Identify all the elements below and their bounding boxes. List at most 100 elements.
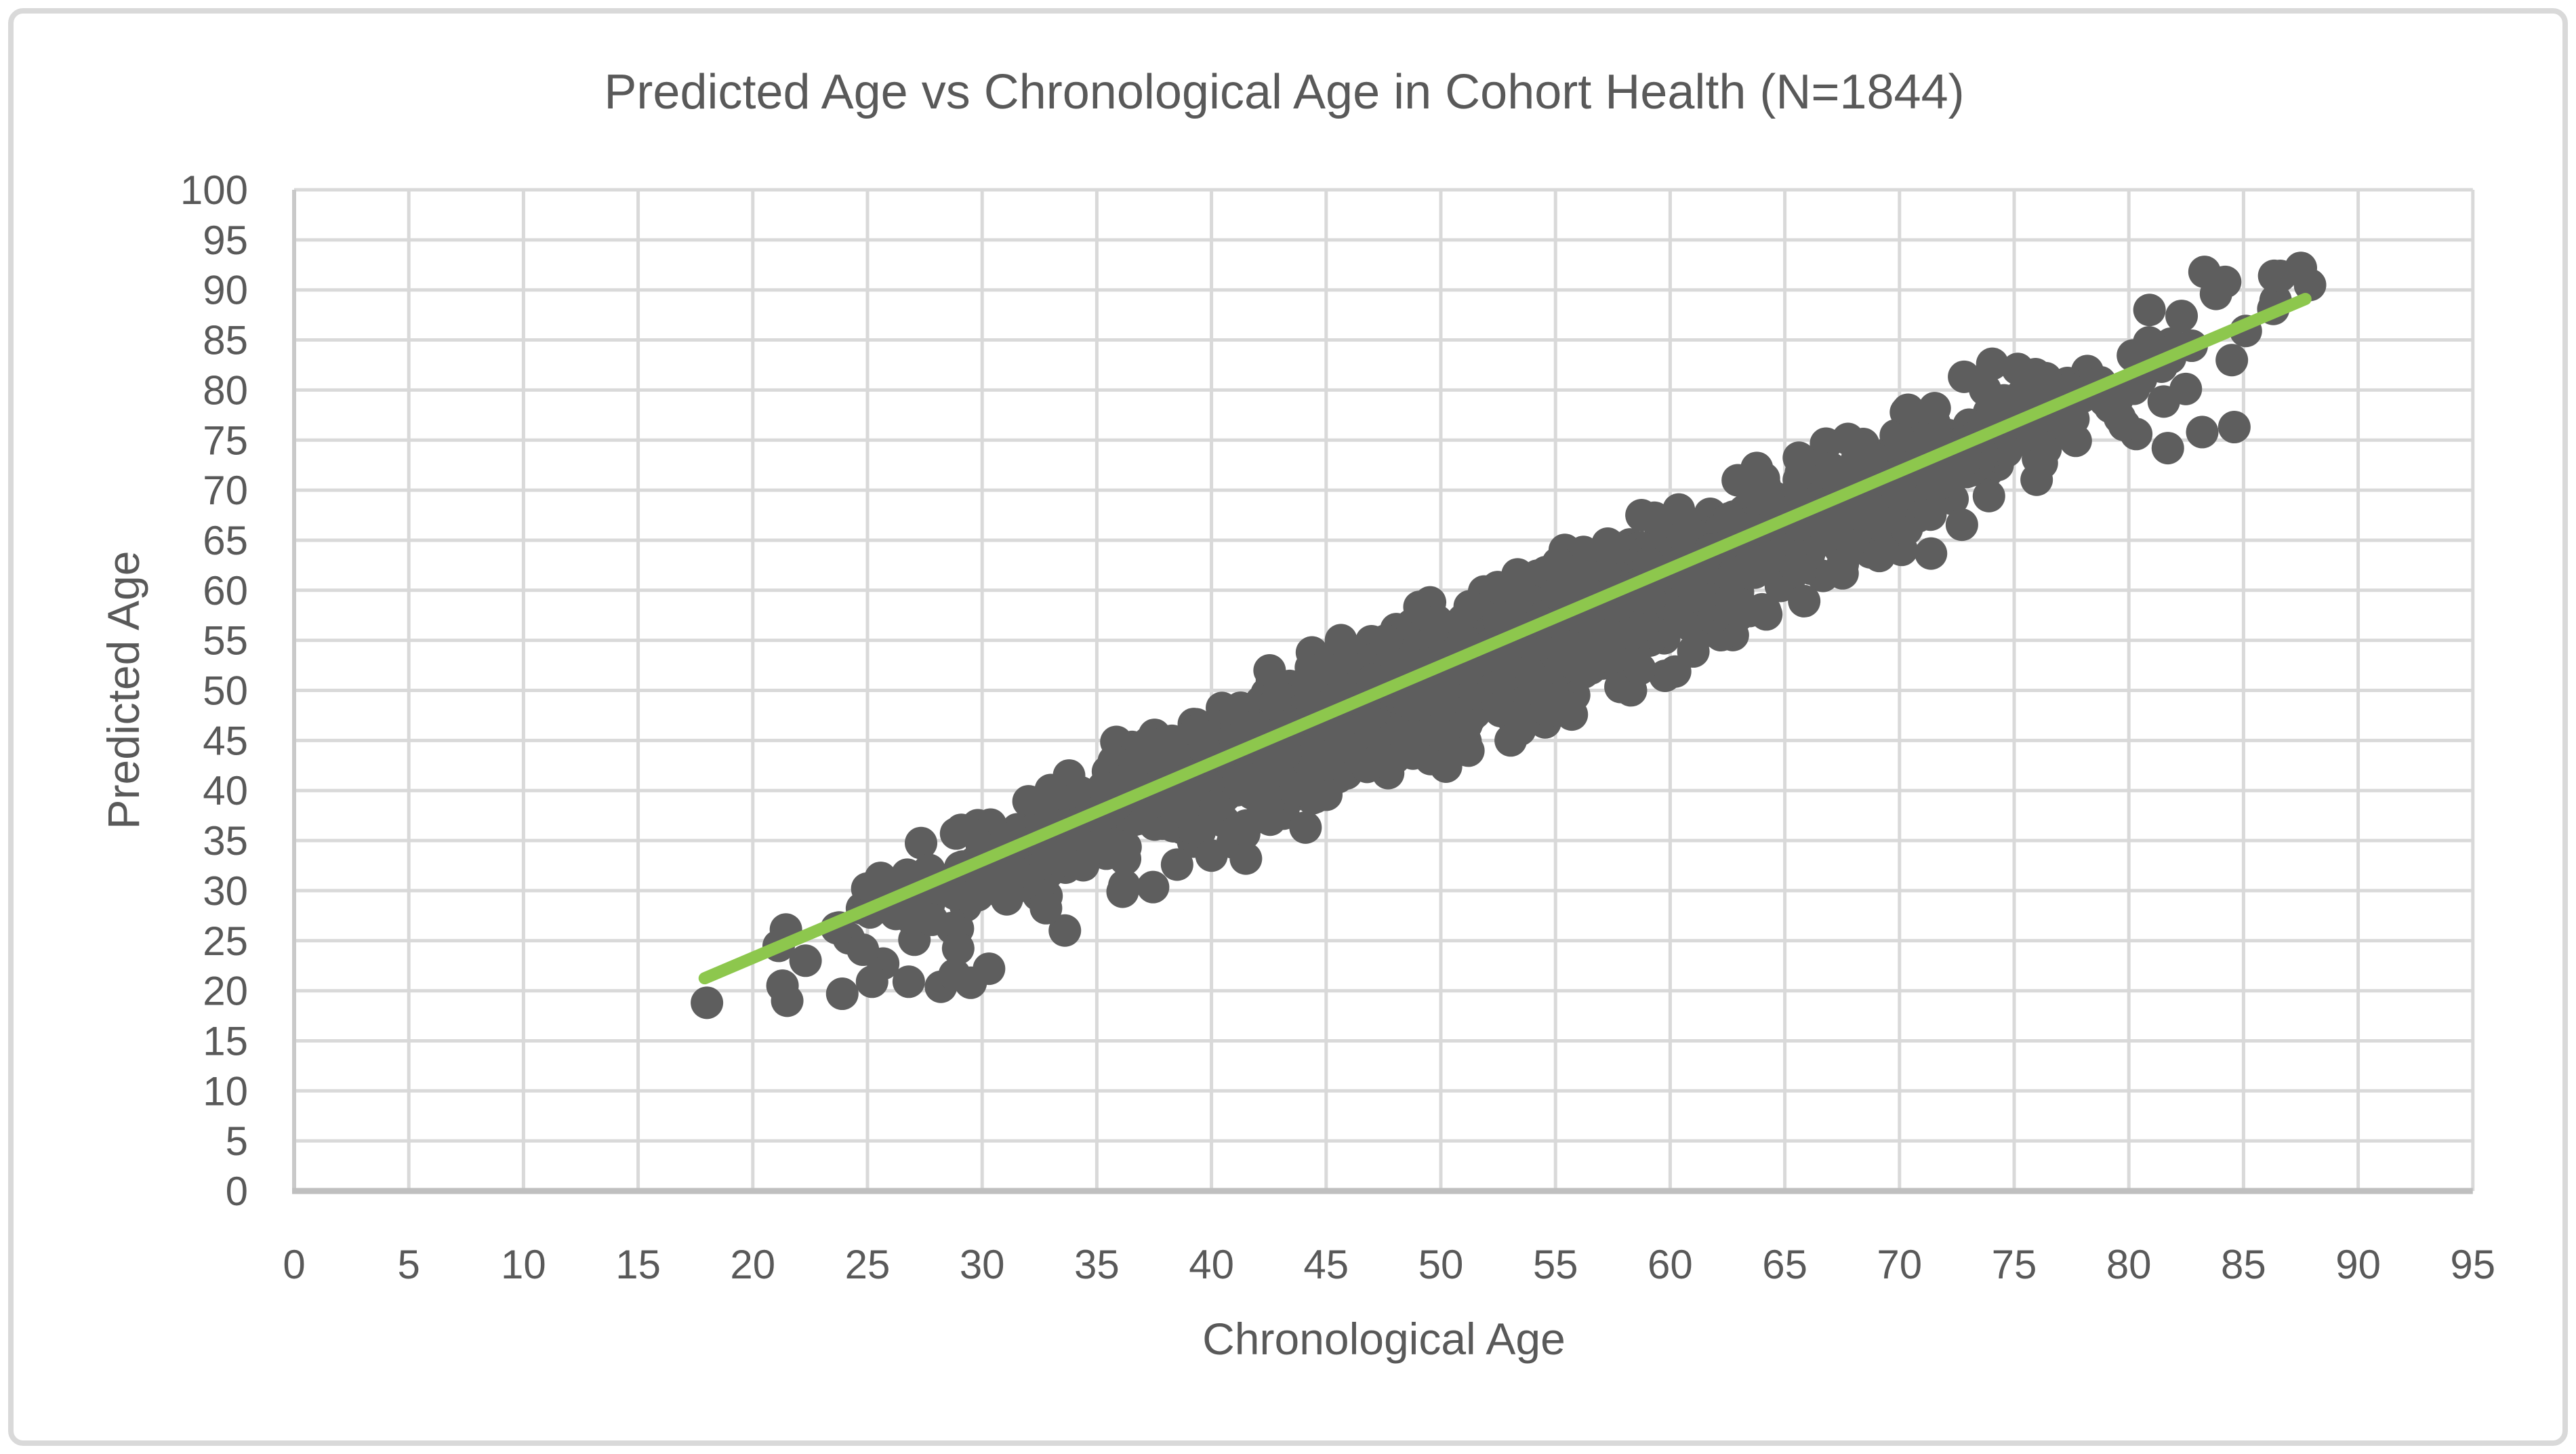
scatter-point <box>2019 358 2052 391</box>
scatter-point <box>1945 508 1978 542</box>
x-tick-label: 0 <box>283 1242 305 1287</box>
x-tick-label: 65 <box>1762 1242 1807 1287</box>
scatter-point <box>1132 726 1166 759</box>
scatter-point-sampled <box>1229 842 1263 875</box>
x-tick-label: 10 <box>501 1242 546 1287</box>
y-tick-label: 15 <box>203 1018 248 1064</box>
scatter-point <box>1746 592 1779 626</box>
scatter-point <box>1253 654 1286 687</box>
scatter-point <box>938 877 971 910</box>
scatter-point <box>1892 393 1925 426</box>
scatter-point <box>1550 634 1583 667</box>
scatter-point <box>1788 584 1821 618</box>
scatter-point <box>1324 624 1357 657</box>
scatter-point <box>990 883 1023 916</box>
scatter-point <box>1452 734 1485 767</box>
y-tick-label: 75 <box>203 418 248 463</box>
scatter-point <box>1671 513 1704 546</box>
x-tick-label: 20 <box>730 1242 775 1287</box>
scatter-point <box>916 903 949 936</box>
scatter-point <box>1780 551 1813 584</box>
y-tick-label: 80 <box>203 367 248 413</box>
scatter-point <box>1540 577 1573 610</box>
y-tick-label: 70 <box>203 468 248 513</box>
scatter-point <box>1481 571 1514 604</box>
scatter-point-sampled <box>691 986 724 1019</box>
x-tick-label: 25 <box>845 1242 891 1287</box>
scatter-point <box>1811 511 1844 544</box>
scatter-point <box>1782 441 1816 474</box>
scatter-point <box>2169 372 2203 405</box>
y-tick-label: 95 <box>203 218 248 263</box>
scatter-point <box>961 879 994 912</box>
y-tick-label: 20 <box>203 969 248 1014</box>
scatter-point <box>1863 540 1896 573</box>
scatter-point <box>1623 652 1656 685</box>
y-tick-label: 45 <box>203 718 248 763</box>
y-tick-label: 30 <box>203 868 248 914</box>
y-tick-label: 35 <box>203 818 248 864</box>
x-tick-label: 45 <box>1303 1242 1349 1287</box>
trendline-group <box>698 293 2312 985</box>
scatter-point <box>1369 624 1402 658</box>
scatter-point <box>1633 582 1667 615</box>
y-tick-label: 10 <box>203 1068 248 1114</box>
y-tick-label: 100 <box>180 167 248 213</box>
chart-title: Predicted Age vs Chronological Age in Co… <box>604 65 1964 119</box>
scatter-point <box>1156 724 1189 757</box>
x-tick-label: 80 <box>2106 1242 2152 1287</box>
scatter-point <box>1166 794 1200 828</box>
scatter-point <box>1426 718 1459 751</box>
tick-labels: 0510152025303540455055606570758085909510… <box>180 167 2495 1287</box>
scatter-point <box>1628 607 1661 641</box>
y-tick-label: 90 <box>203 268 248 313</box>
scatter-point-sampled <box>1195 839 1228 872</box>
scatter-point <box>1305 653 1338 686</box>
x-tick-label: 60 <box>1648 1242 1693 1287</box>
x-tick-label: 85 <box>2221 1242 2266 1287</box>
scatter-point-sampled <box>2108 409 2141 442</box>
scatter-point <box>1831 456 1864 489</box>
scatter-point <box>1229 809 1263 842</box>
scatter-point <box>1226 762 1259 795</box>
scatter-point-sampled <box>789 944 822 977</box>
scatter-point <box>1593 532 1627 565</box>
scatter-point <box>1882 421 1915 454</box>
x-tick-label: 35 <box>1074 1242 1120 1287</box>
axis-lines <box>292 190 2473 1194</box>
x-tick-label: 95 <box>2450 1242 2495 1287</box>
y-tick-label: 50 <box>203 668 248 714</box>
scatter-point <box>1503 713 1536 746</box>
y-axis-title: Predicted Age <box>98 551 148 830</box>
scatter-point <box>1269 737 1302 770</box>
scatter-point <box>1972 479 2005 512</box>
scatter-point-sampled <box>855 965 888 998</box>
scatter-point <box>1199 790 1232 823</box>
scatter-point <box>1048 914 1082 947</box>
y-tick-label: 55 <box>203 618 248 664</box>
scatter-point <box>1737 544 1770 577</box>
scatter-point <box>1453 590 1486 623</box>
y-tick-label: 65 <box>203 518 248 563</box>
trendline <box>698 293 2312 985</box>
scatter-point <box>1918 392 1951 425</box>
scatter-point <box>939 817 973 850</box>
scatter-point <box>1714 583 1747 616</box>
scatter-point-sampled <box>2217 411 2251 444</box>
x-tick-label: 40 <box>1189 1242 1234 1287</box>
scatter-point <box>941 932 975 965</box>
y-tick-label: 40 <box>203 768 248 813</box>
scatter-point <box>1914 498 1947 531</box>
scatter-point <box>1067 849 1100 882</box>
scatter-point-sampled <box>825 977 859 1011</box>
scatter-point <box>1109 830 1142 864</box>
scatter-point <box>1482 692 1515 725</box>
y-tick-label: 25 <box>203 918 248 964</box>
scatter-point-sampled <box>1160 848 1193 881</box>
scatter-point <box>2215 344 2249 377</box>
scatter-point <box>1567 536 1600 569</box>
scatter-point <box>1976 347 2009 380</box>
x-tick-label: 90 <box>2335 1242 2381 1287</box>
